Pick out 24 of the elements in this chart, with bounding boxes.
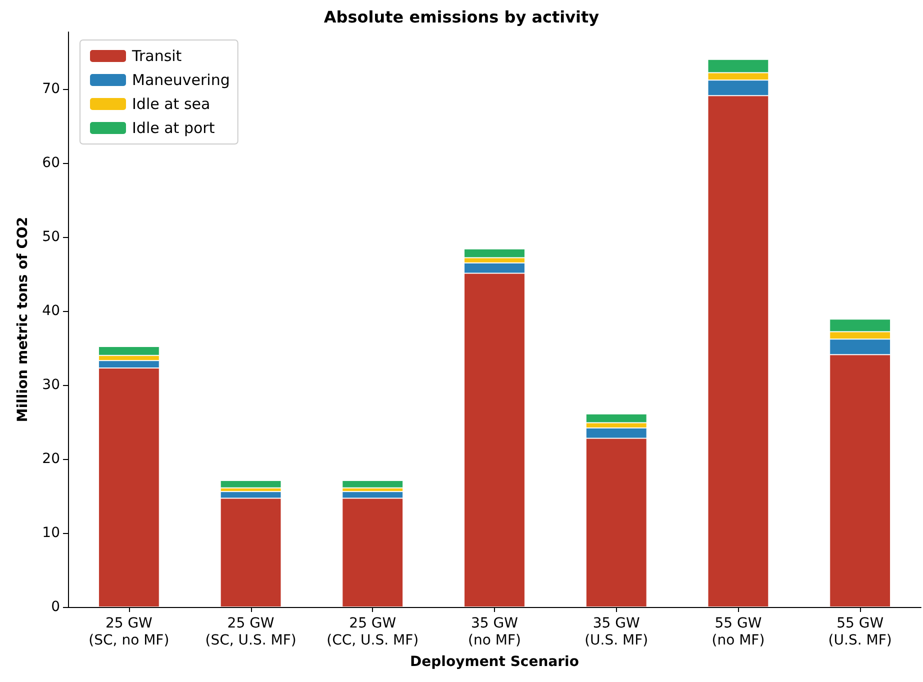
y-tick-label: 70 [42, 80, 60, 97]
x-axis-title: Deployment Scenario [410, 654, 580, 670]
y-tick-label: 0 [51, 599, 60, 615]
x-tick-label: 25 GW (CC, U.S. MF) [326, 616, 419, 648]
y-tick-label: 30 [42, 376, 60, 393]
x-tick-label: 55 GW (U.S. MF) [828, 616, 892, 648]
x-tick-label: 35 GW (no MF) [468, 616, 521, 648]
bar [342, 480, 404, 488]
x-tick-label: 55 GW (no MF) [712, 616, 765, 648]
legend-label: Transit [131, 47, 182, 65]
x-tick-label: 25 GW (SC, no MF) [88, 616, 170, 648]
y-tick-label: 50 [42, 228, 60, 245]
legend-label: Idle at sea [132, 95, 210, 113]
y-tick-label: 40 [42, 302, 60, 319]
legend-label: Maneuvering [132, 71, 230, 89]
y-tick-label: 20 [42, 450, 60, 467]
bar [220, 480, 282, 488]
legend-label: Idle at port [132, 119, 215, 137]
y-tick-label: 10 [42, 524, 60, 541]
chart-title: Absolute emissions by activity [324, 8, 600, 26]
x-tick-label: 35 GW (U.S. MF) [584, 616, 648, 648]
y-axis-title: Million metric tons of CO2 [15, 216, 31, 422]
y-tick-label: 60 [42, 154, 60, 171]
x-tick-label: 25 GW (SC, U.S. MF) [205, 616, 296, 648]
